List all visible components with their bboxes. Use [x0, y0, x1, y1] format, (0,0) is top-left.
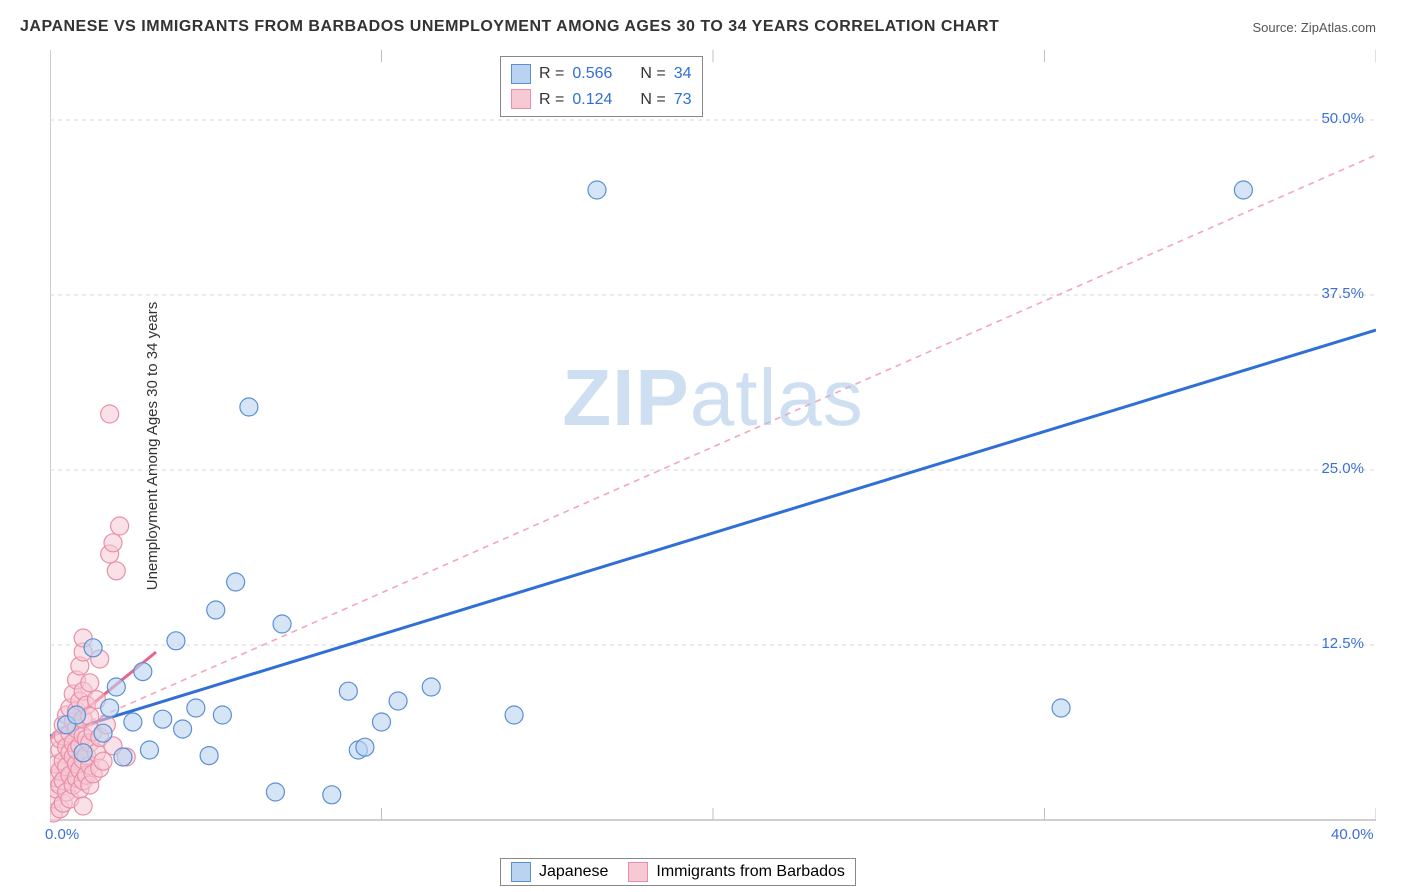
series-swatch: [511, 64, 531, 84]
series-swatch: [511, 862, 531, 882]
stats-row: R = 0.124 N = 73: [511, 87, 692, 113]
source-prefix: Source:: [1252, 20, 1300, 35]
series-swatch: [628, 862, 648, 882]
legend-label: Immigrants from Barbados: [656, 863, 845, 881]
r-label: R =: [539, 61, 564, 87]
source-name: ZipAtlas.com: [1301, 20, 1376, 35]
legend-item: Immigrants from Barbados: [628, 862, 845, 882]
series-swatch: [511, 89, 531, 109]
source-attribution: Source: ZipAtlas.com: [1252, 20, 1376, 35]
x-tick-label: 40.0%: [1331, 826, 1374, 843]
n-value: 73: [674, 87, 692, 113]
n-label: N =: [640, 87, 665, 113]
legend-label: Japanese: [539, 863, 608, 881]
stats-legend: R = 0.566 N = 34 R = 0.124 N = 73: [500, 56, 703, 117]
y-tick-label: 25.0%: [1321, 460, 1364, 477]
n-value: 34: [674, 61, 692, 87]
n-label: N =: [640, 61, 665, 87]
chart-title: JAPANESE VS IMMIGRANTS FROM BARBADOS UNE…: [20, 18, 999, 36]
y-tick-label: 50.0%: [1321, 110, 1364, 127]
x-tick-label: 0.0%: [45, 826, 79, 843]
r-value: 0.566: [572, 61, 612, 87]
y-tick-label: 37.5%: [1321, 285, 1364, 302]
r-value: 0.124: [572, 87, 612, 113]
scatter-chart: [50, 50, 1376, 842]
series-legend: Japanese Immigrants from Barbados: [500, 858, 856, 886]
y-tick-label: 12.5%: [1321, 635, 1364, 652]
legend-item: Japanese: [511, 862, 608, 882]
chart-area: ZIPatlas: [50, 50, 1376, 842]
stats-row: R = 0.566 N = 34: [511, 61, 692, 87]
r-label: R =: [539, 87, 564, 113]
